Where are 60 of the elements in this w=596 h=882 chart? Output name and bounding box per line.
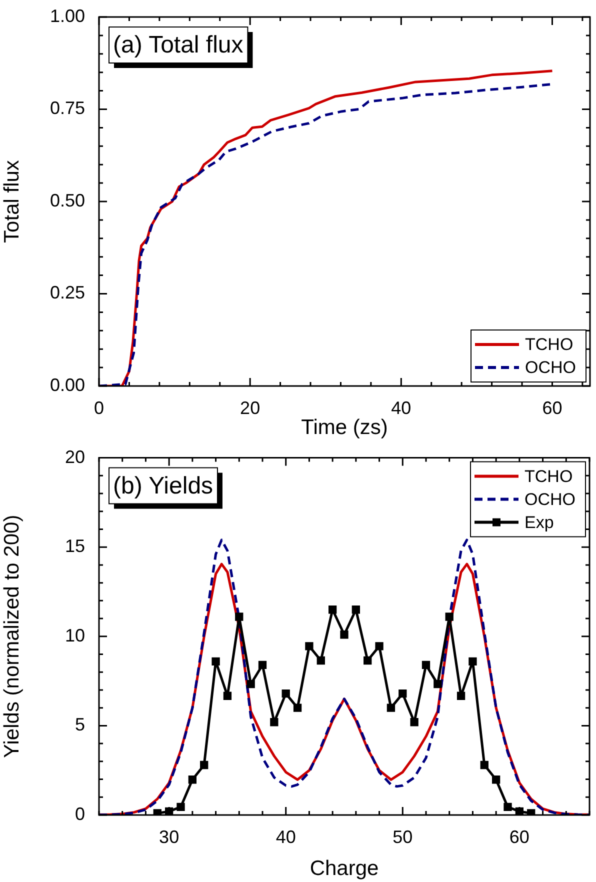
legend-label: TCHO [525, 335, 574, 354]
point [492, 776, 500, 784]
point [398, 689, 407, 698]
y-tick-label: 0.50 [50, 190, 85, 210]
point [352, 606, 360, 614]
text: (a) Total flux [113, 32, 244, 59]
point [340, 630, 348, 639]
point [364, 656, 372, 665]
x-tick-label: 60 [542, 398, 562, 418]
point [305, 642, 314, 650]
y-axis-title: Yields (normalized to 200) [0, 514, 24, 758]
point [223, 692, 232, 700]
x-tick-label: 40 [276, 826, 296, 847]
y-tick-label: 20 [64, 446, 85, 467]
point [212, 657, 220, 666]
point [246, 680, 255, 688]
legend-label: TCHO [524, 466, 573, 486]
point [200, 760, 208, 770]
y-tick-label: 0.00 [50, 374, 85, 395]
point [434, 680, 442, 688]
point [258, 660, 267, 670]
y-axis-title: Total flux [0, 160, 24, 243]
y-tick-label: 0.25 [50, 282, 85, 303]
x-tick-label: 30 [159, 826, 180, 847]
point [328, 606, 337, 614]
x-tick-label: 20 [240, 398, 260, 418]
point [316, 656, 325, 665]
x-tick-label: 50 [392, 826, 413, 847]
point [235, 612, 244, 621]
point [386, 704, 396, 712]
point [527, 809, 536, 815]
text: (b) Yields [113, 472, 214, 500]
point [375, 642, 384, 650]
point [445, 612, 454, 621]
point [176, 802, 185, 812]
point [410, 718, 418, 726]
point [270, 718, 278, 726]
y-tick-label: 1.00 [50, 6, 85, 26]
x-axis-title: Charge [310, 857, 379, 880]
point [504, 802, 512, 812]
legend-label: Exp [524, 512, 554, 532]
point [153, 809, 162, 815]
point [480, 760, 488, 770]
point [422, 660, 430, 670]
point [188, 776, 197, 784]
x-tick-label: 60 [509, 826, 530, 847]
point [282, 689, 290, 698]
point [456, 692, 466, 700]
legend-label: OCHO [524, 490, 576, 509]
point [468, 657, 477, 666]
y-tick-label: 10 [64, 625, 85, 646]
x-axis-title: Time (zs) [301, 416, 388, 440]
y-tick-label: 0 [74, 804, 85, 824]
y-tick-label: 5 [74, 714, 85, 735]
x-tick-label: 40 [391, 398, 412, 418]
legend-label: OCHO [525, 358, 576, 378]
y-tick-label: 15 [64, 536, 85, 556]
x-tick-label: 0 [94, 398, 104, 418]
y-tick-label: 0.75 [50, 98, 85, 118]
point [293, 704, 302, 712]
